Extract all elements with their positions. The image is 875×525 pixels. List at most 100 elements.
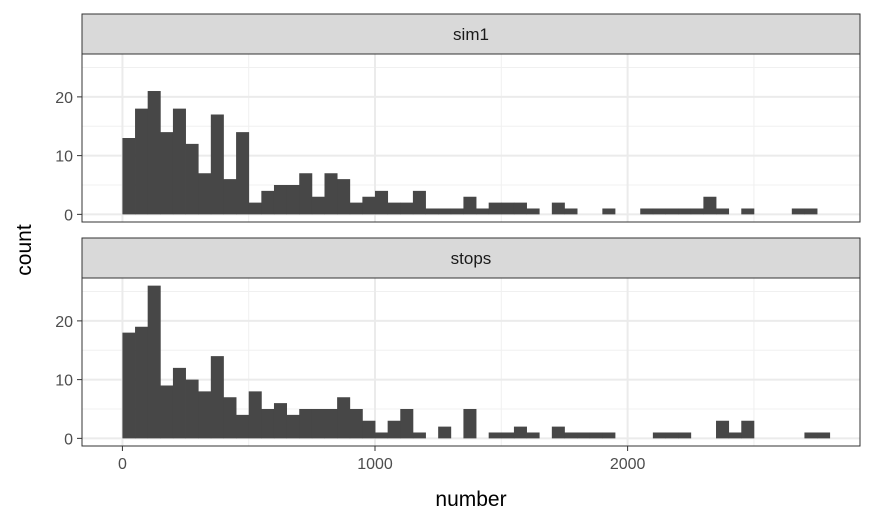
x-tick-label: 0: [118, 456, 127, 473]
histogram-bar: [337, 179, 351, 215]
histogram-bar: [488, 202, 502, 215]
histogram-bar: [198, 173, 212, 215]
x-tick-label: 2000: [610, 456, 646, 473]
histogram-bar: [261, 408, 275, 439]
strip-sim1: [81, 13, 861, 55]
x-axis: 0 1000 2000: [118, 446, 646, 473]
histogram-bar: [438, 208, 452, 215]
y-tick-label: 0: [64, 431, 73, 448]
histogram-bar: [337, 397, 351, 439]
histogram-bar: [185, 379, 199, 439]
histogram-bar: [387, 202, 401, 215]
histogram-bar: [551, 202, 565, 215]
histogram-bar: [690, 208, 704, 215]
histogram-bar: [147, 285, 161, 439]
panel-border-stops: [81, 277, 861, 447]
histogram-bar: [412, 432, 426, 439]
y-axis-stops: 0 10 20: [55, 314, 82, 448]
histogram-bar: [286, 184, 300, 215]
histogram-bar: [652, 432, 666, 439]
histogram-bar: [589, 432, 603, 439]
histogram-bar: [349, 408, 363, 439]
histogram-bar: [160, 132, 174, 215]
histogram-bar: [299, 173, 313, 215]
histogram-bar: [375, 190, 389, 215]
histogram-bar: [324, 408, 338, 439]
histogram-bar: [488, 432, 502, 439]
histogram-bar: [324, 173, 338, 215]
histogram-bar: [273, 403, 288, 439]
histogram-bar: [236, 414, 250, 439]
histogram-bar: [678, 432, 692, 439]
panel-border-sim1: [81, 53, 861, 223]
histogram-bar: [513, 426, 527, 439]
y-axis-sim1: 0 10 20: [55, 90, 82, 224]
histogram-bar: [172, 367, 186, 439]
histogram-bar: [476, 208, 490, 215]
histogram-bar: [450, 208, 464, 215]
histogram-bar: [122, 332, 136, 439]
histogram-bar: [311, 408, 325, 439]
histogram-bar: [299, 408, 313, 439]
histogram-bar: [665, 208, 679, 215]
histogram-bar: [223, 179, 237, 215]
histogram-bar: [463, 196, 477, 215]
histogram-bar: [198, 391, 212, 439]
y-tick-label: 0: [64, 207, 73, 224]
histogram-bar: [425, 208, 439, 215]
histogram-bar: [703, 196, 717, 215]
histogram-bar: [122, 138, 136, 215]
histogram-bar: [817, 432, 831, 439]
histogram-bar: [804, 432, 818, 439]
histogram-bar: [286, 414, 300, 439]
y-tick-label: 20: [55, 314, 73, 331]
histogram-bar: [185, 143, 199, 215]
histogram-bar: [640, 208, 654, 215]
histogram-bar: [678, 208, 692, 215]
x-tick-label: 1000: [357, 456, 393, 473]
histogram-bar: [577, 432, 591, 439]
histogram-bar: [387, 420, 401, 439]
panel-sim1: sim1 0 10 20: [55, 13, 861, 224]
histogram-bar: [135, 326, 149, 439]
histogram-bar: [741, 208, 755, 215]
histogram-bar: [375, 432, 389, 439]
histogram-bar: [273, 184, 288, 215]
histogram-bar: [438, 426, 452, 439]
histogram-bar: [804, 208, 818, 215]
histogram-bar: [147, 91, 161, 215]
histogram-bar: [602, 208, 616, 215]
histogram-bar: [564, 432, 578, 439]
histogram-bar: [602, 432, 616, 439]
histogram-bar: [412, 190, 426, 215]
bars-stops: [122, 285, 831, 439]
bars-sim1: [122, 91, 818, 215]
histogram-bar: [501, 202, 515, 215]
histogram-bar: [665, 432, 679, 439]
histogram-bar: [551, 426, 565, 439]
histogram-bar: [362, 420, 376, 439]
histogram-bar: [400, 408, 414, 439]
histogram-bar: [741, 420, 755, 439]
histogram-bar: [135, 108, 149, 215]
histogram-bar: [501, 432, 515, 439]
histogram-bar: [728, 432, 742, 439]
y-tick-label: 20: [55, 90, 73, 107]
histogram-bar: [400, 202, 414, 215]
panel-stops: stops 0 10 20: [55, 237, 861, 448]
x-axis-title: number: [435, 488, 506, 511]
histogram-bar: [362, 196, 376, 215]
histogram-bar: [463, 408, 477, 439]
histogram-bar: [513, 202, 527, 215]
histogram-bar: [652, 208, 666, 215]
strip-label-sim1: sim1: [453, 25, 489, 44]
histogram-bar: [311, 196, 325, 215]
histogram-bar: [248, 391, 262, 439]
y-axis-title: count: [13, 224, 36, 276]
strip-label-stops: stops: [451, 249, 492, 268]
histogram-bar: [261, 190, 275, 215]
histogram-bar: [210, 356, 224, 439]
histogram-bar: [716, 208, 730, 215]
histogram-bar: [236, 132, 250, 215]
